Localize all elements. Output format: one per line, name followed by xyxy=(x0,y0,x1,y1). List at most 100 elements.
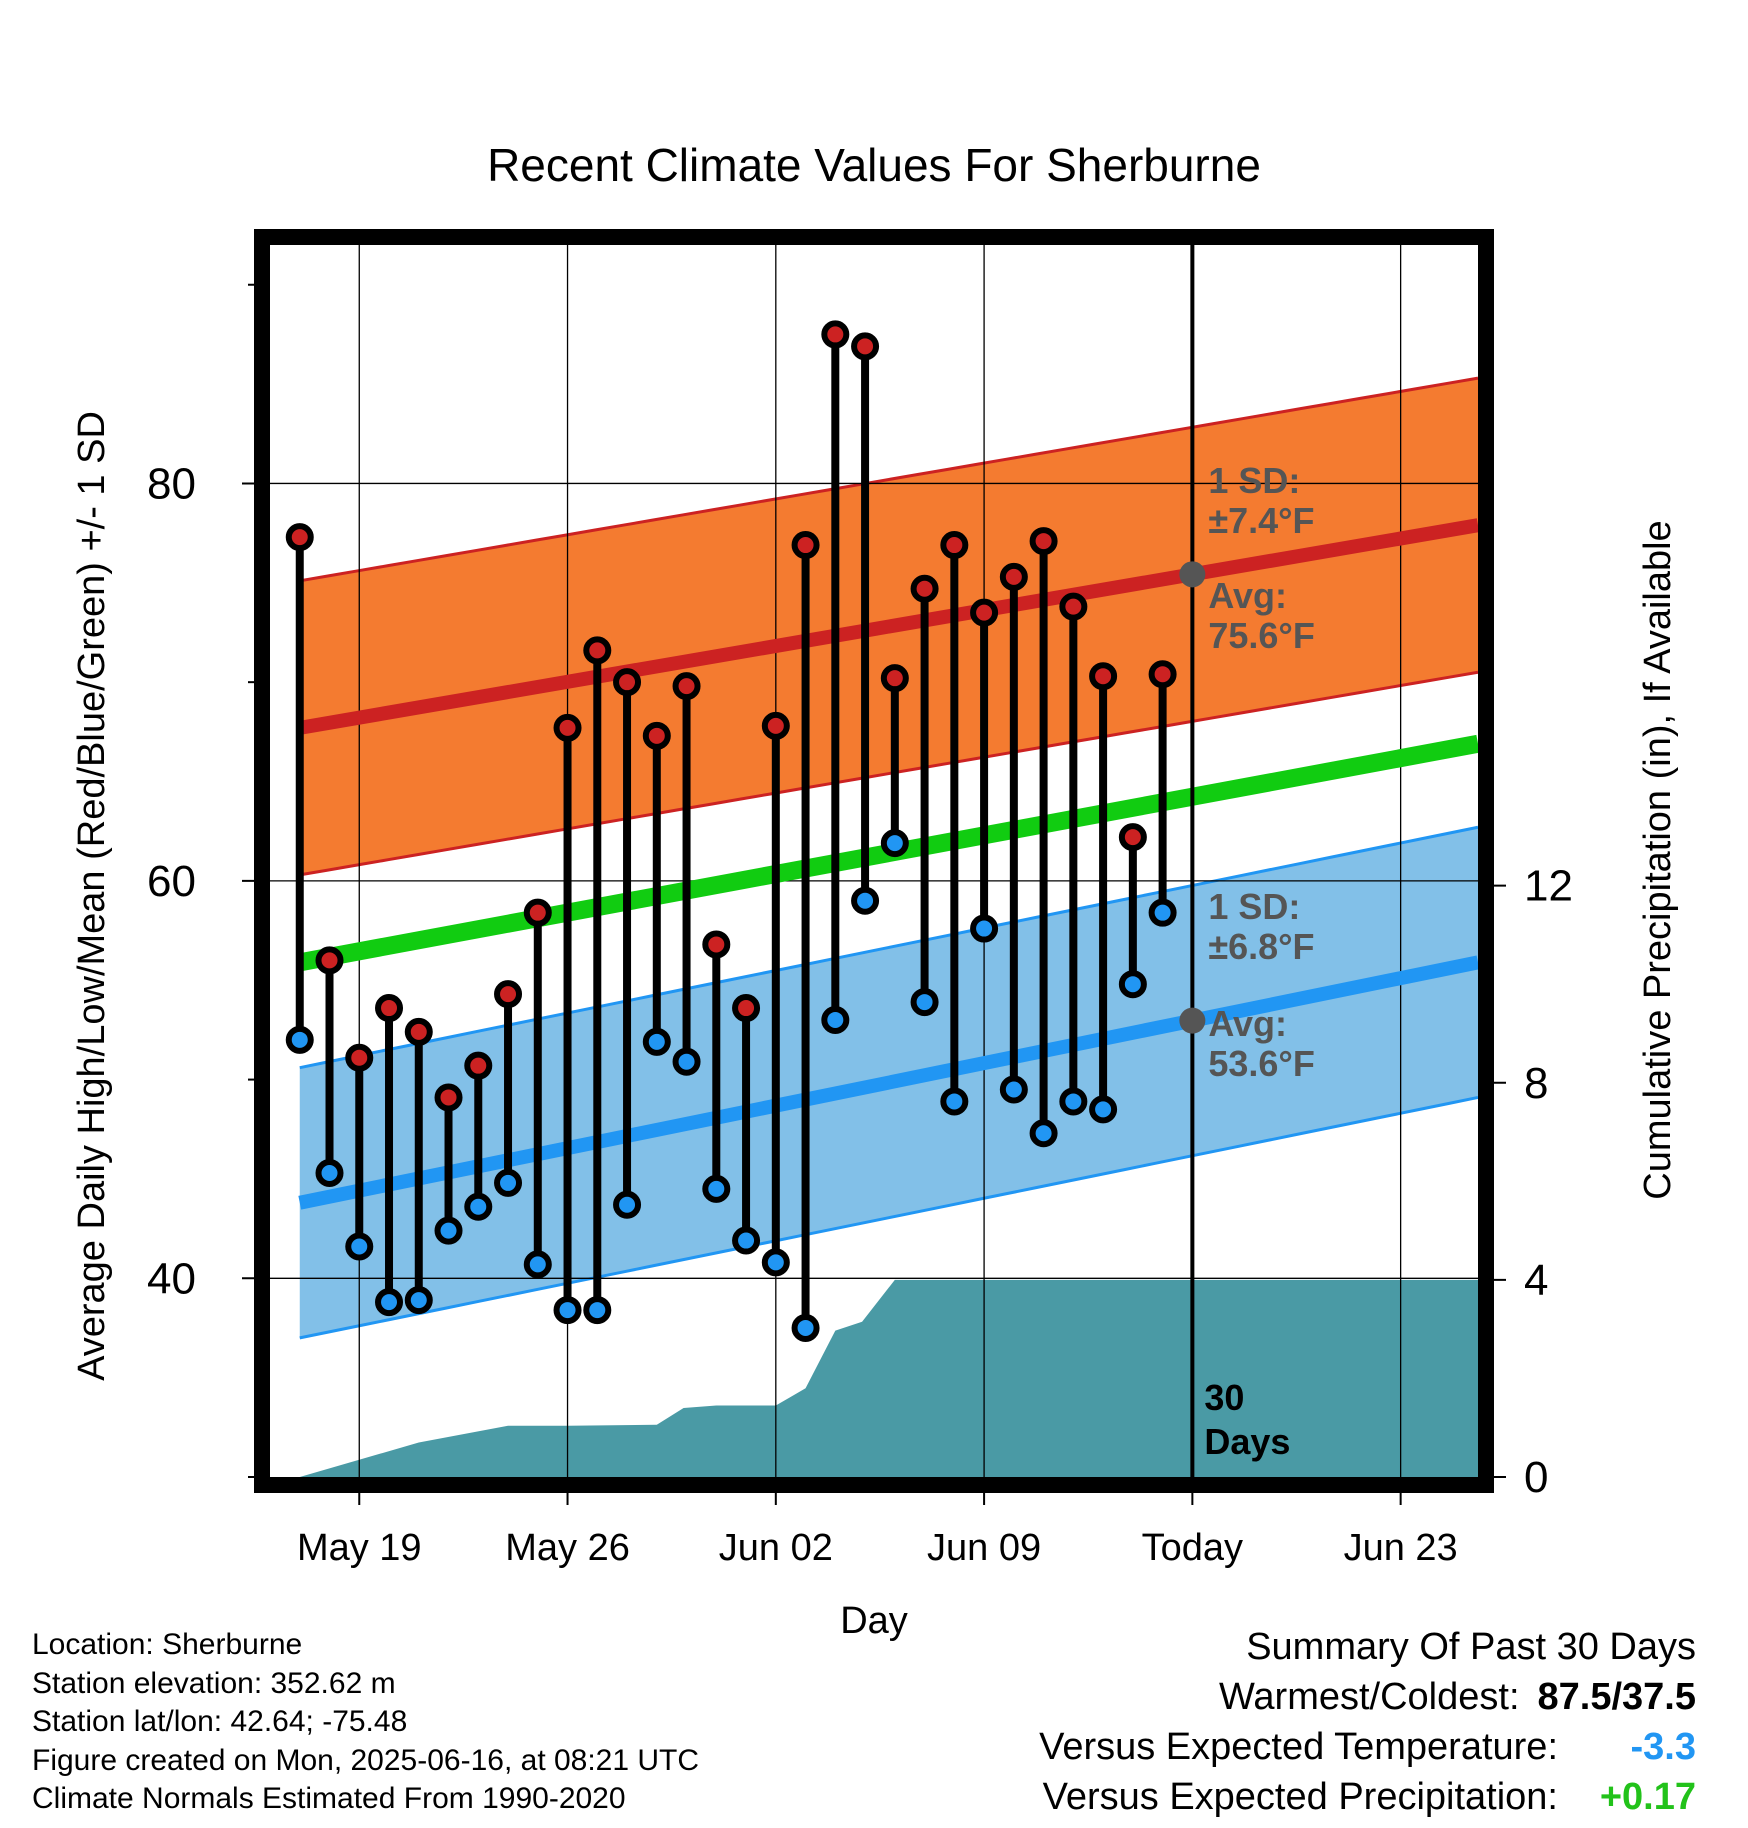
x-tick-label: Jun 02 xyxy=(719,1527,833,1569)
summary-warmest-row: Warmest/Coldest: 87.5/37.5 xyxy=(1039,1672,1696,1722)
y2-tick-label: 12 xyxy=(1524,862,1573,911)
low-point xyxy=(375,1288,404,1317)
low-point xyxy=(732,1226,761,1255)
y-tick-label: 60 xyxy=(147,857,196,906)
low-band-lower-edge xyxy=(299,1095,1479,1340)
station-info: Location: Sherburne Station elevation: 3… xyxy=(32,1626,699,1819)
y2-tick-label: 0 xyxy=(1524,1453,1548,1502)
high-point xyxy=(672,672,701,701)
high-point xyxy=(791,531,820,560)
temp-label: Versus Expected Temperature: xyxy=(1039,1726,1558,1768)
low-point xyxy=(1089,1095,1118,1124)
chart-title: Recent Climate Values For Sherburne xyxy=(487,139,1261,191)
high-band-upper-edge xyxy=(299,376,1479,583)
low-point xyxy=(642,1027,671,1056)
high-point xyxy=(970,598,999,627)
high-point xyxy=(910,574,939,603)
high-point xyxy=(315,946,344,975)
location-text: Location: Sherburne xyxy=(32,1628,303,1661)
low-point xyxy=(345,1232,374,1261)
high-point xyxy=(851,332,880,361)
high-point xyxy=(761,711,790,740)
today-high-avg-dot xyxy=(1179,561,1206,588)
y2-tick-label: 4 xyxy=(1524,1256,1548,1305)
high-point xyxy=(523,898,552,927)
low-point xyxy=(523,1250,552,1279)
low-point xyxy=(404,1286,433,1315)
high-band-lower-edge xyxy=(299,670,1479,877)
high-point xyxy=(613,668,642,697)
low-point xyxy=(821,1005,850,1034)
warmest-label: Warmest/Coldest: xyxy=(1218,1676,1520,1718)
low-point xyxy=(1148,898,1177,927)
low-point xyxy=(761,1248,790,1277)
high-point xyxy=(732,994,761,1023)
low-point xyxy=(553,1296,582,1325)
high-point xyxy=(940,531,969,560)
low-point xyxy=(613,1190,642,1219)
low-point xyxy=(910,988,939,1017)
today-low-avg-dot xyxy=(1179,1007,1206,1034)
low-point xyxy=(285,1025,314,1054)
precip-label: Versus Expected Precipitation: xyxy=(1042,1776,1558,1818)
low-point xyxy=(672,1047,701,1076)
low-point xyxy=(583,1296,612,1325)
low-point xyxy=(434,1216,463,1245)
created-text: Figure created on Mon, 2025-06-16, at 08… xyxy=(32,1743,700,1777)
high-point xyxy=(821,320,850,349)
high-sd-annotation: 1 SD: ±7.4°F xyxy=(1208,460,1314,541)
low-point xyxy=(494,1168,523,1197)
low-point xyxy=(999,1075,1028,1104)
high-point xyxy=(642,721,671,750)
high-point xyxy=(285,523,314,552)
high-point xyxy=(1118,823,1147,852)
x-tick-label: May 19 xyxy=(297,1527,422,1569)
summary-panel: Summary Of Past 30 Days Warmest/Coldest:… xyxy=(1039,1622,1696,1822)
normals-text: Climate Normals Estimated From 1990-2020 xyxy=(32,1782,626,1815)
y2-tick-label: 8 xyxy=(1524,1059,1548,1108)
low-sd-annotation: 1 SD: ±6.8°F xyxy=(1208,886,1314,967)
x-axis-label: Day xyxy=(840,1600,908,1642)
low-point xyxy=(464,1192,493,1221)
x-tick-label: Today xyxy=(1142,1527,1243,1569)
high-point xyxy=(404,1017,433,1046)
high-point xyxy=(1148,660,1177,689)
high-point xyxy=(494,980,523,1009)
high-point xyxy=(583,636,612,665)
latlon-text: Station lat/lon: 42.64; -75.48 xyxy=(32,1705,408,1738)
summary-title: Summary Of Past 30 Days xyxy=(1246,1626,1696,1668)
y2-axis-label: Cumulative Precipitation (in), If Availa… xyxy=(1637,520,1679,1199)
summary-precip-row: Versus Expected Precipitation: +0.17 xyxy=(1039,1772,1696,1822)
x-tick-label: Jun 09 xyxy=(927,1527,1041,1569)
low-avg-annotation: Avg: 53.6°F xyxy=(1208,1003,1314,1084)
y-axis-label: Average Daily High/Low/Mean (Red/Blue/Gr… xyxy=(71,411,113,1381)
high-point xyxy=(1059,592,1088,621)
low-point xyxy=(1059,1087,1088,1116)
high-point xyxy=(1089,662,1118,691)
low-point xyxy=(1118,970,1147,999)
summary-temp-row: Versus Expected Temperature: -3.3 xyxy=(1039,1722,1696,1772)
x-tick-label: May 26 xyxy=(505,1527,630,1569)
plot-frame xyxy=(254,229,1494,1493)
high-point xyxy=(1029,527,1058,556)
high-point xyxy=(375,994,404,1023)
high-average-line xyxy=(298,518,1480,735)
low-point xyxy=(1029,1119,1058,1148)
high-point xyxy=(999,562,1028,591)
low-point xyxy=(851,886,880,915)
high-point xyxy=(464,1051,493,1080)
high-point xyxy=(345,1043,374,1072)
high-point xyxy=(880,664,909,693)
low-point xyxy=(940,1087,969,1116)
low-point xyxy=(970,914,999,943)
temp-value: -3.3 xyxy=(1630,1726,1696,1768)
high-avg-annotation: Avg: 75.6°F xyxy=(1208,575,1314,656)
high-point xyxy=(553,713,582,742)
y-tick-label: 80 xyxy=(147,459,196,508)
low-band-upper-edge xyxy=(299,825,1479,1070)
high-point xyxy=(702,930,731,959)
warmest-value: 87.5/37.5 xyxy=(1537,1676,1696,1718)
elevation-text: Station elevation: 352.62 m xyxy=(32,1666,396,1700)
low-point xyxy=(702,1174,731,1203)
